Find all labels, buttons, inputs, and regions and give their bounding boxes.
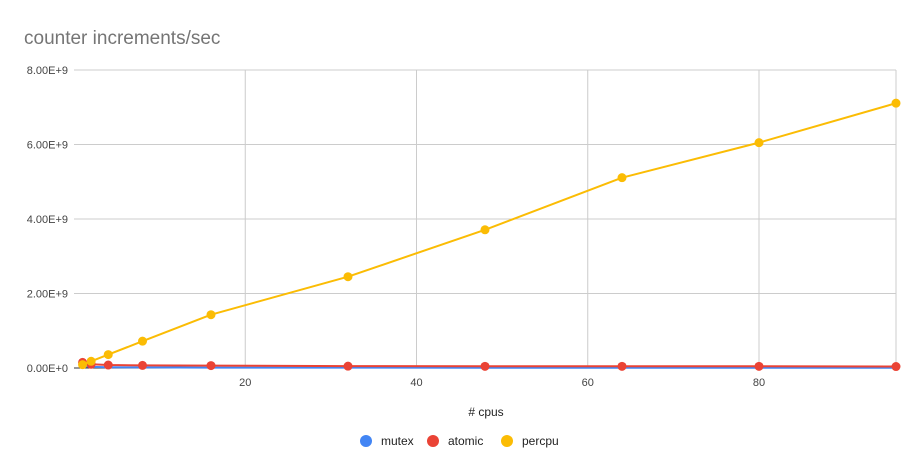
chart-title: counter increments/sec	[24, 28, 220, 49]
legend-label: percpu	[522, 434, 559, 448]
series-mutex	[82, 365, 896, 369]
y-tick-label: 4.00E+9	[27, 214, 68, 226]
data-point-atomic	[343, 361, 353, 371]
x-axis-ticks: 20 40 60 80	[239, 377, 765, 389]
y-tick-label: 2.00E+9	[27, 289, 68, 301]
data-point-percpu	[78, 360, 88, 370]
legend-swatch	[427, 435, 439, 447]
legend-label: atomic	[448, 434, 483, 448]
legend-item-atomic: atomic	[427, 434, 483, 448]
data-point-percpu	[891, 98, 901, 108]
x-axis-title: # cpus	[468, 405, 503, 419]
data-point-percpu	[103, 350, 113, 360]
data-point-atomic	[891, 362, 901, 372]
grid-lines	[74, 69, 897, 368]
series-line-percpu	[82, 102, 897, 366]
data-point-percpu	[617, 173, 627, 183]
legend-label: mutex	[381, 434, 414, 448]
data-point-percpu	[86, 356, 96, 366]
x-tick-label: 60	[582, 377, 594, 389]
x-tick-label: 80	[753, 377, 765, 389]
legend-swatch	[360, 435, 372, 447]
data-point-atomic	[206, 361, 216, 371]
y-axis-ticks: 0.00E+0 2.00E+9 4.00E+9 6.00E+9 8.00E+9	[27, 65, 68, 375]
legend-swatch	[501, 435, 513, 447]
data-point-percpu	[343, 272, 353, 282]
y-tick-label: 8.00E+9	[27, 65, 68, 77]
legend-item-percpu: percpu	[501, 434, 559, 448]
data-point-atomic	[103, 360, 113, 370]
series-percpu	[78, 98, 901, 370]
data-point-percpu	[480, 225, 490, 235]
legend-item-mutex: mutex	[360, 434, 414, 448]
data-point-atomic	[138, 360, 147, 370]
legend: mutex atomic percpu	[360, 434, 559, 448]
series-layer	[78, 98, 901, 372]
series-line-mutex	[82, 365, 896, 369]
y-tick-label: 0.00E+0	[27, 363, 68, 375]
x-tick-label: 40	[410, 377, 422, 389]
data-point-percpu	[138, 336, 147, 346]
data-point-atomic	[754, 361, 764, 371]
series-atomic	[78, 357, 901, 372]
data-point-atomic	[617, 361, 627, 371]
data-point-percpu	[754, 138, 764, 148]
x-tick-label: 20	[239, 377, 251, 389]
data-point-percpu	[206, 310, 216, 320]
data-point-atomic	[480, 361, 490, 371]
y-tick-label: 6.00E+9	[27, 140, 68, 152]
series-line-atomic	[82, 361, 897, 368]
